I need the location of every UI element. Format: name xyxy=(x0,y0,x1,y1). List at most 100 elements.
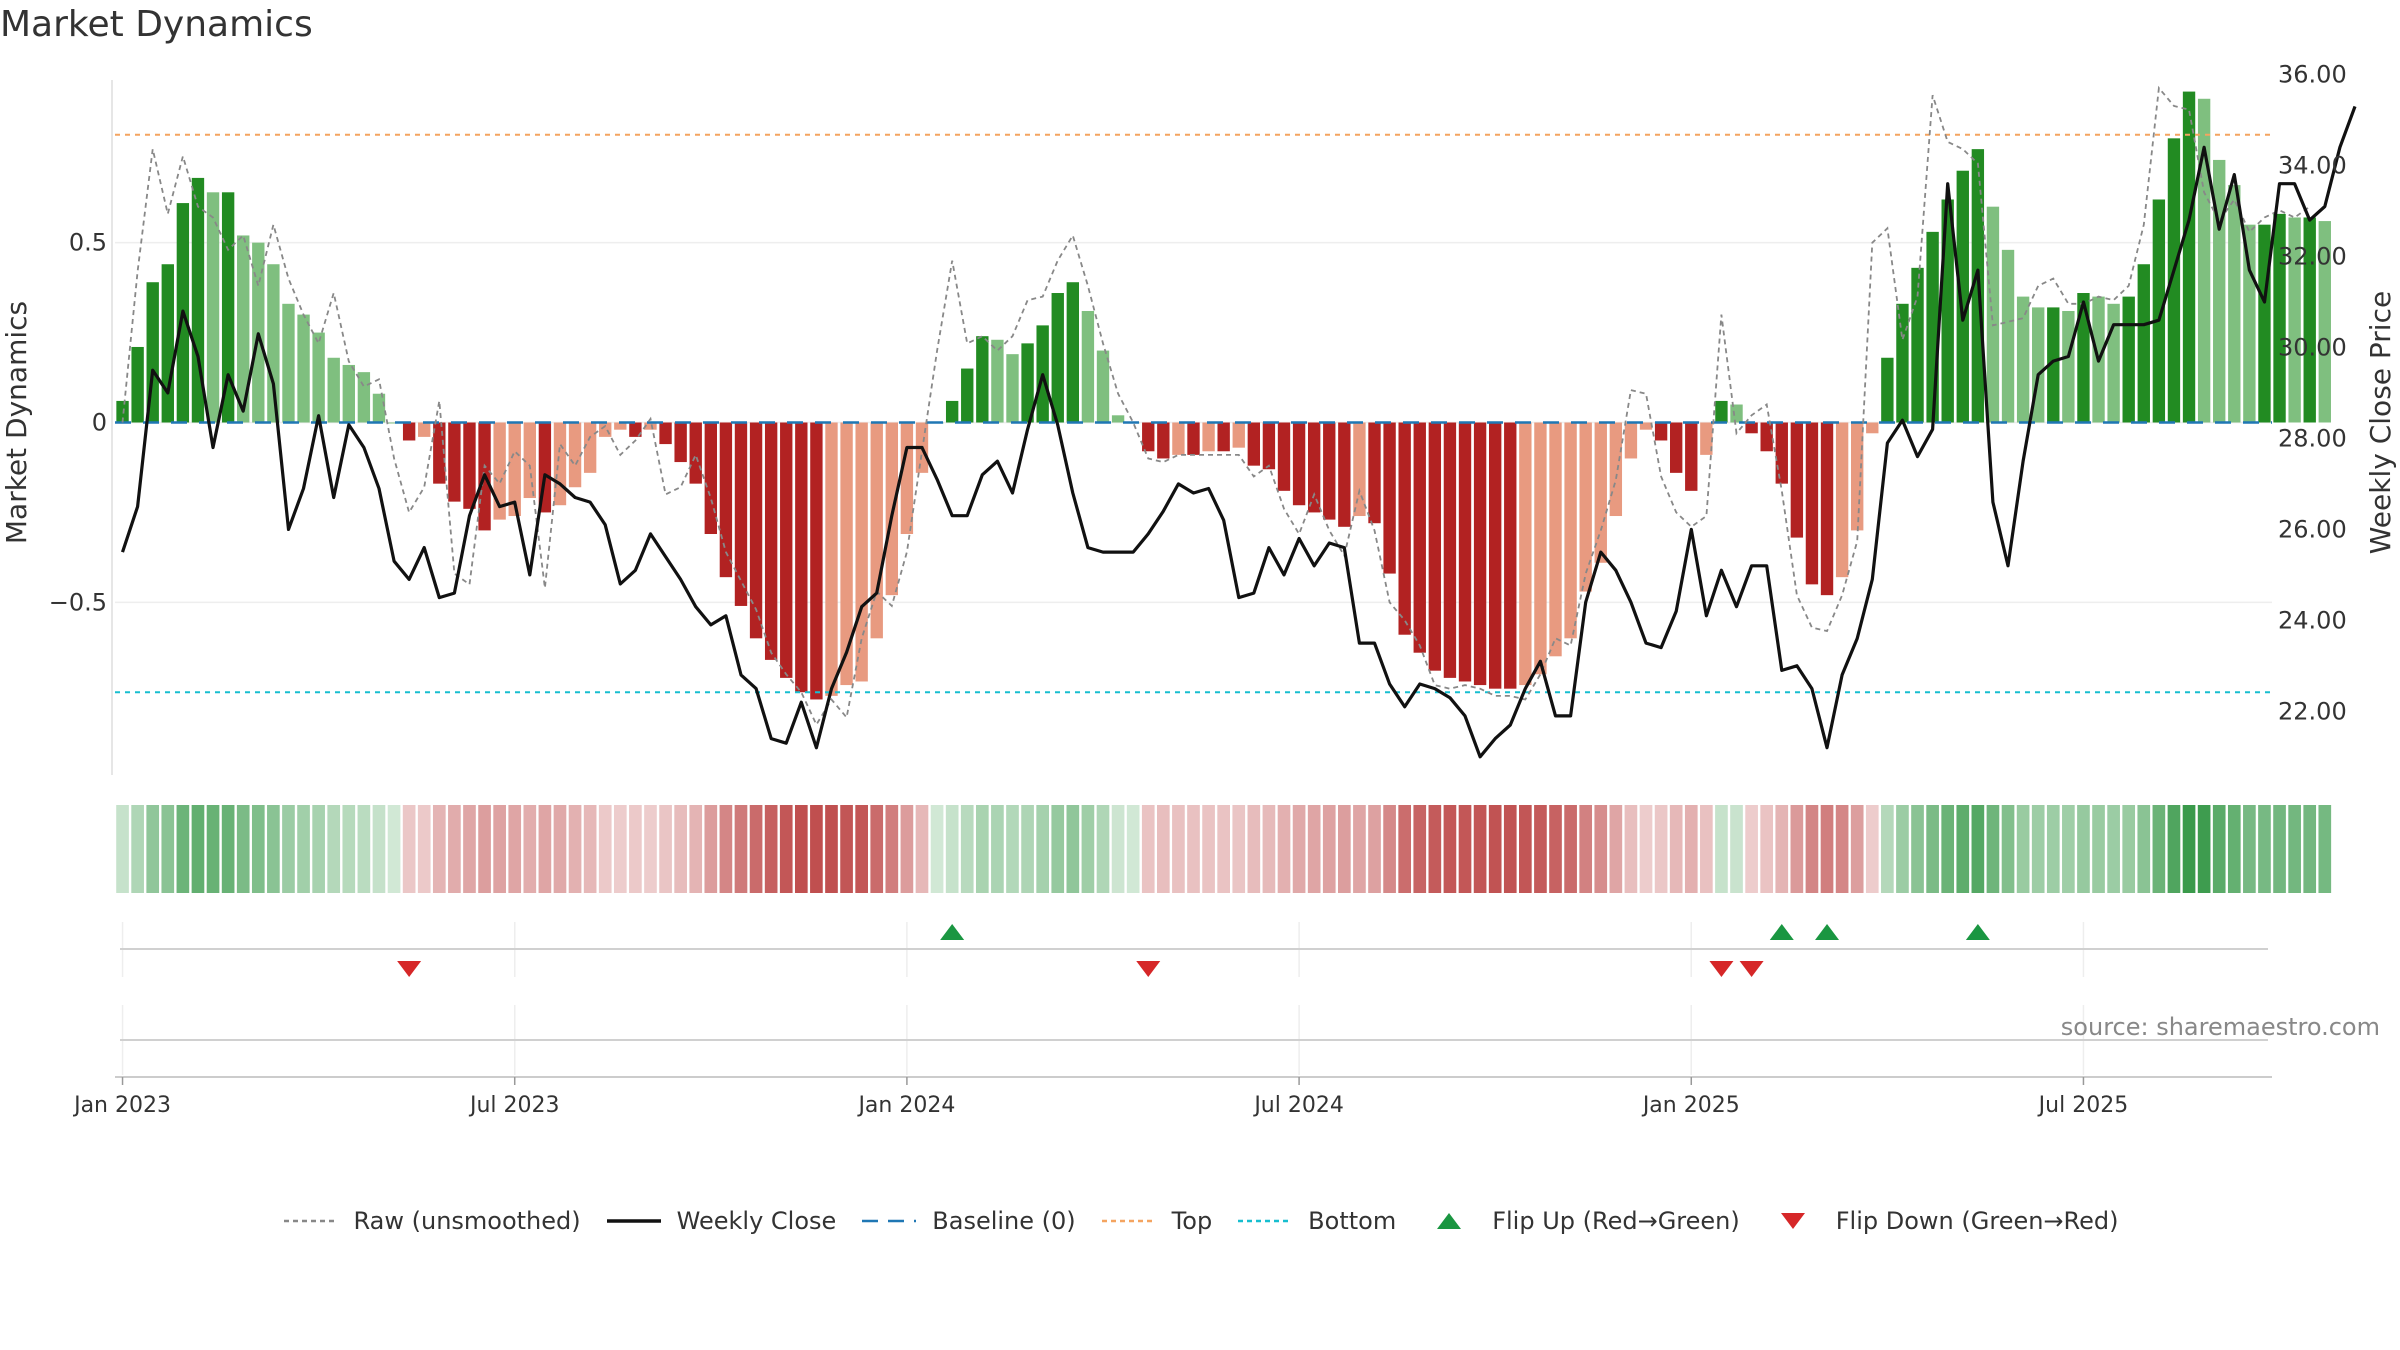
momentum-bar xyxy=(1609,422,1623,517)
heat-cell xyxy=(2212,805,2226,893)
momentum-bar xyxy=(1307,422,1321,513)
momentum-bar xyxy=(1639,422,1653,430)
momentum-bar xyxy=(508,422,521,517)
momentum-bar xyxy=(2213,159,2226,423)
momentum-bar xyxy=(1413,422,1426,653)
heat-cell xyxy=(704,805,718,893)
momentum-bar xyxy=(2288,217,2301,423)
momentum-bar xyxy=(2001,249,2015,423)
heat-cell xyxy=(161,805,175,893)
momentum-bar xyxy=(267,264,280,423)
heat-cell xyxy=(1413,805,1427,893)
heat-cell xyxy=(1081,805,1095,893)
right-tick-label: 34.00 xyxy=(2278,152,2347,180)
heat-cell xyxy=(2288,805,2301,893)
axes: 0.5 0 −0.5 36.00 34.00 32.00 30.00 28.00 26.00 24… xyxy=(0,61,2397,775)
momentum-bar xyxy=(2228,185,2241,423)
momentum-bar xyxy=(131,346,144,423)
heat-cell xyxy=(146,805,160,893)
heat-cell xyxy=(1021,805,1034,893)
heat-cell xyxy=(840,805,853,893)
legend-item: Top xyxy=(1100,1207,1212,1235)
right-tick-label: 22.00 xyxy=(2278,697,2347,725)
heat-cell xyxy=(2152,805,2166,893)
momentum-bar xyxy=(342,364,355,423)
heat-cell xyxy=(1156,805,1170,893)
momentum-bar xyxy=(2243,224,2256,423)
heat-cell xyxy=(2167,805,2181,893)
legend-label: Baseline (0) xyxy=(932,1207,1076,1235)
momentum-bar xyxy=(1051,293,1064,423)
heat-cell xyxy=(1549,805,1562,893)
heat-cell xyxy=(930,805,944,893)
heat-cell xyxy=(1172,805,1185,893)
momentum-bar xyxy=(116,400,129,423)
heat-cell xyxy=(206,805,220,893)
momentum-bar xyxy=(1851,422,1864,531)
legend-item: Raw (unsmoothed) xyxy=(282,1207,581,1235)
flip-down-marker xyxy=(397,961,422,977)
heat-cell xyxy=(2318,805,2332,893)
heat-cell xyxy=(810,805,823,893)
momentum-bar xyxy=(1473,422,1487,686)
momentum-bar xyxy=(191,177,205,423)
momentum-bar xyxy=(734,422,748,606)
momentum-bar xyxy=(463,422,476,509)
momentum-bar xyxy=(1443,422,1457,678)
momentum-bar xyxy=(1564,422,1577,639)
right-tick-label: 28.00 xyxy=(2278,424,2347,452)
heat-cell xyxy=(1488,805,1502,893)
momentum-bar xyxy=(1368,422,1381,524)
right-tick-label: 36.00 xyxy=(2278,61,2347,89)
heat-cell xyxy=(1986,805,2000,893)
flip-down-marker xyxy=(1739,961,1764,977)
heat-cell xyxy=(1066,805,1080,893)
momentum-bar xyxy=(689,422,702,484)
heat-cell xyxy=(749,805,763,893)
legend-swatch xyxy=(1238,1219,1293,1223)
heat-cell xyxy=(1579,805,1593,893)
momentum-bar xyxy=(1217,422,1230,452)
left-tick-label: −0.5 xyxy=(49,588,107,616)
heat-cell xyxy=(1126,805,1140,893)
momentum-bar xyxy=(1866,422,1879,434)
heat-cell xyxy=(1805,805,1819,893)
flip-up-marker xyxy=(1965,924,1990,940)
heat-cell xyxy=(1519,805,1532,893)
heat-cell xyxy=(1443,805,1457,893)
legend-label: Flip Down (Green→Red) xyxy=(1835,1207,2119,1235)
heat-cell xyxy=(1006,805,1019,893)
heat-cell xyxy=(523,805,537,893)
heat-strip xyxy=(116,805,2332,893)
momentum-bar xyxy=(945,400,959,423)
heat-cell xyxy=(1428,805,1442,893)
momentum-bar xyxy=(2197,98,2211,423)
momentum-bar xyxy=(644,422,657,430)
heat-cell xyxy=(1458,805,1472,893)
legend-swatch xyxy=(1437,1213,1462,1229)
momentum-bar xyxy=(795,422,808,693)
momentum-bar xyxy=(1579,422,1592,592)
heat-cell xyxy=(1217,805,1231,893)
heat-cell xyxy=(779,805,793,893)
x-tick-label: Jul 2023 xyxy=(468,1093,560,1118)
momentum-bar xyxy=(1670,422,1683,473)
momentum-bar xyxy=(2182,91,2196,423)
heat-cell xyxy=(2137,805,2151,893)
heat-cell xyxy=(1338,805,1351,893)
momentum-bar xyxy=(1353,422,1366,517)
heat-cell xyxy=(1353,805,1366,893)
momentum-bar xyxy=(448,422,461,502)
heat-cell xyxy=(1775,805,1789,893)
momentum-bar xyxy=(1775,422,1788,484)
legend-swatch xyxy=(283,1219,338,1223)
heat-cell xyxy=(1715,805,1728,893)
flip-up-marker xyxy=(1769,924,1794,940)
momentum-bar xyxy=(1338,422,1351,527)
right-tick-label: 32.00 xyxy=(2278,242,2347,270)
heat-cell xyxy=(2303,805,2317,893)
weekly-close-line xyxy=(120,105,2357,759)
momentum-bar xyxy=(1700,422,1713,455)
heat-cell xyxy=(2107,805,2120,893)
heat-cell xyxy=(1654,805,1668,893)
